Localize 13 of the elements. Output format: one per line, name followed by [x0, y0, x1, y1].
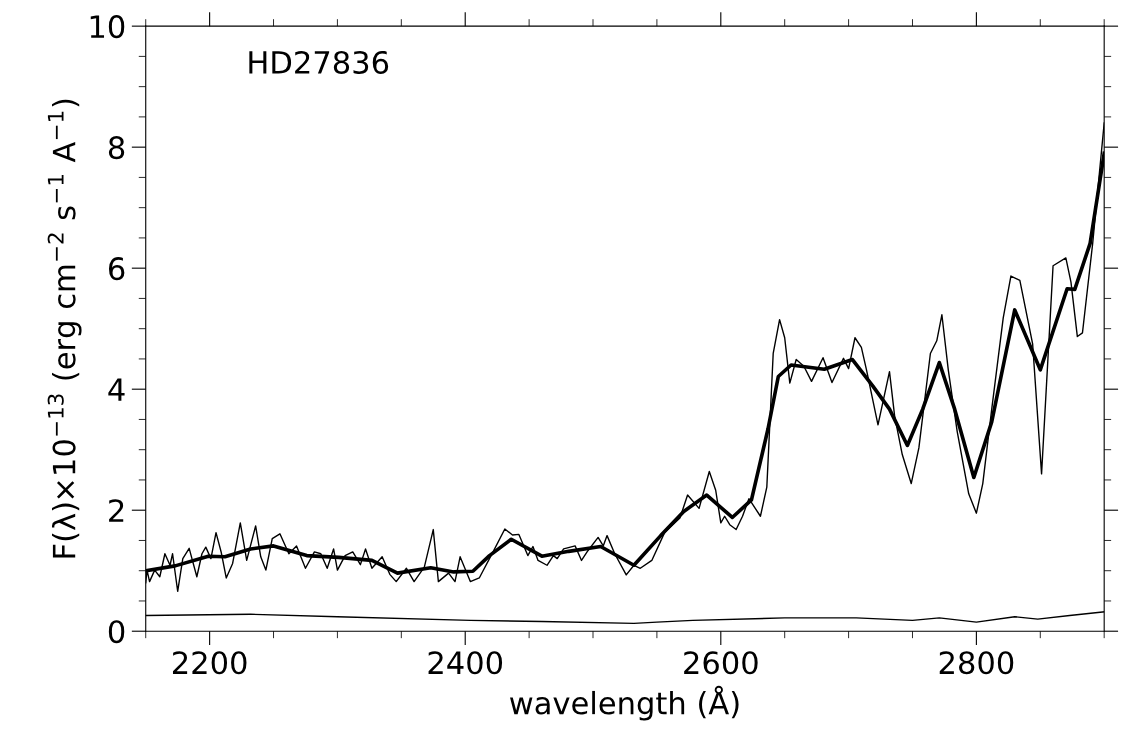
- y-tick-label: 2: [109, 499, 124, 522]
- y-tick-label: 0: [108, 620, 125, 644]
- y-tick-label: 4: [108, 378, 125, 401]
- x-tick-label: 2800: [939, 651, 1014, 675]
- annotation: HD27836: [249, 50, 389, 74]
- y-tick-label: 10: [90, 15, 125, 39]
- x-tick-label: 2600: [684, 651, 758, 675]
- y-tick-label: 8: [108, 136, 125, 160]
- y-tick-label: 6: [108, 257, 125, 281]
- x-tick-label: 2200: [172, 651, 247, 675]
- text: F(λ)×10$^{−13}$ (erg cm$^{−2}$ s$^{−1}$ A$^{−1}$): [47, 99, 82, 558]
- x-axis-title: wavelength (Å): [510, 685, 739, 721]
- x-tick-label: 2400: [428, 651, 503, 675]
